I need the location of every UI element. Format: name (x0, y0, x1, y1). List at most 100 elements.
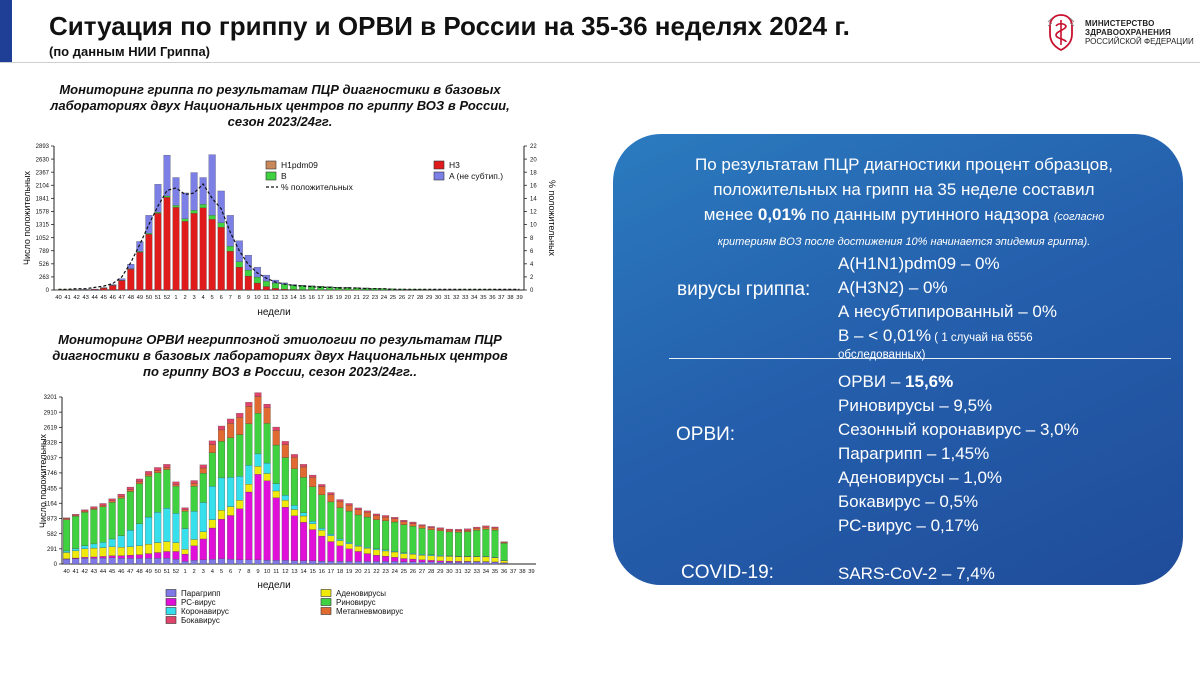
flu-group-label: вирусы гриппа: (677, 279, 811, 300)
intro-line-2: положительных на грипп на 35 неделе сост… (713, 180, 1095, 199)
legend-label: H3 (449, 160, 460, 170)
flu-chart-title: Мониторинг гриппа по результатам ПЦР диа… (20, 82, 540, 130)
bar-segment (473, 526, 481, 529)
y-tick-label: 1164 (44, 501, 58, 507)
y2-tick-label: 12 (530, 210, 537, 216)
bar-segment (409, 561, 417, 565)
orvi-chart: 0291582873116414551746203723282619291032… (38, 392, 536, 625)
bar-segment (190, 210, 198, 214)
bar-segment (272, 483, 280, 492)
bar-segment (190, 480, 198, 484)
x-tick-label: 9 (247, 295, 250, 301)
y-tick-label: 2630 (36, 157, 50, 163)
x-tick-label: 5 (211, 295, 214, 301)
bar-segment (154, 467, 162, 471)
bar-segment (126, 555, 134, 559)
legend-swatch (165, 589, 177, 597)
legend-label: % положительных (281, 182, 354, 192)
x-tick-label: 29 (426, 295, 432, 301)
bar-segment (272, 444, 280, 484)
x-axis-label: недели (257, 580, 290, 591)
bar-segment (181, 192, 189, 219)
bar-segment (99, 556, 107, 559)
y-tick-label: 3201 (44, 395, 58, 401)
bar-segment (199, 464, 207, 469)
x-tick-label: 40 (63, 569, 69, 575)
x-tick-label: 9 (256, 569, 259, 575)
x-tick-label: 50 (146, 295, 152, 301)
bar-segment (181, 553, 189, 562)
bar-segment (172, 484, 180, 487)
legend-label: H1pdm09 (281, 160, 318, 170)
bar-segment (336, 507, 344, 540)
bar-segment (245, 559, 253, 565)
bar-segment (245, 484, 253, 493)
bar-segment (263, 462, 271, 474)
bar-segment (190, 172, 198, 211)
bar-segment (245, 491, 253, 560)
bar-segment (318, 530, 326, 537)
bar-segment (309, 486, 317, 522)
bar-segment (263, 423, 271, 464)
bar-segment (63, 517, 71, 519)
bar-segment (172, 486, 180, 514)
bar-segment (409, 521, 417, 524)
legend-swatch (433, 160, 445, 170)
bar-segment (236, 500, 244, 509)
bar-segment (72, 516, 80, 549)
x-tick-label: 2 (193, 569, 196, 575)
bar-segment (245, 402, 253, 407)
bar-segment (135, 523, 143, 546)
flu-b-value: В – < 0,01% (838, 326, 932, 345)
bar-segment (345, 510, 353, 543)
bar-segment (482, 529, 490, 557)
bar-segment (427, 561, 435, 565)
x-tick-label: 50 (154, 569, 160, 575)
bar-segment (464, 529, 472, 532)
x-tick-label: 6 (229, 569, 232, 575)
bar-segment (372, 549, 380, 556)
bar-segment (218, 510, 226, 520)
bar-segment (253, 276, 261, 284)
x-tick-label: 3 (192, 295, 195, 301)
x-tick-label: 38 (507, 295, 513, 301)
bar-segment (309, 474, 317, 478)
bar-segment (154, 470, 162, 473)
flu-chart: 0263526789105213151578184121042367263028… (22, 144, 556, 318)
bar-segment (262, 286, 270, 291)
x-tick-label: 49 (145, 569, 151, 575)
bar-segment (272, 497, 280, 561)
bar-segment (145, 474, 153, 477)
x-tick-label: 6 (220, 295, 223, 301)
bar-segment (208, 219, 216, 291)
bar-segment (391, 518, 399, 523)
bar-segment (163, 464, 171, 468)
x-tick-label: 46 (110, 295, 116, 301)
x-tick-label: 28 (417, 295, 423, 301)
bar-segment (464, 561, 472, 565)
bar-segment (190, 486, 198, 512)
bar-segment (145, 558, 153, 565)
bar-segment (135, 478, 143, 482)
x-tick-label: 7 (229, 295, 232, 301)
legend-swatch (165, 616, 177, 624)
bar-segment (135, 545, 143, 555)
bar-segment (300, 466, 308, 478)
bar-segment (271, 288, 279, 291)
x-tick-label: 45 (109, 569, 115, 575)
bar-segment (63, 518, 71, 520)
y-tick-label: 2910 (44, 410, 58, 416)
bar-segment (253, 266, 261, 278)
bar-segment (409, 523, 417, 527)
bar-segment (336, 561, 344, 565)
x-tick-label: 24 (391, 569, 398, 575)
bar-segment (253, 282, 261, 291)
x-tick-label: 49 (137, 295, 143, 301)
bar-segment (327, 535, 335, 542)
bar-segment (263, 403, 271, 408)
legend-swatch (165, 607, 177, 615)
y-tick-label: 0 (46, 288, 50, 294)
bar-segment (436, 528, 444, 531)
y2-tick-label: 14 (530, 197, 537, 203)
bar-segment (272, 426, 280, 431)
